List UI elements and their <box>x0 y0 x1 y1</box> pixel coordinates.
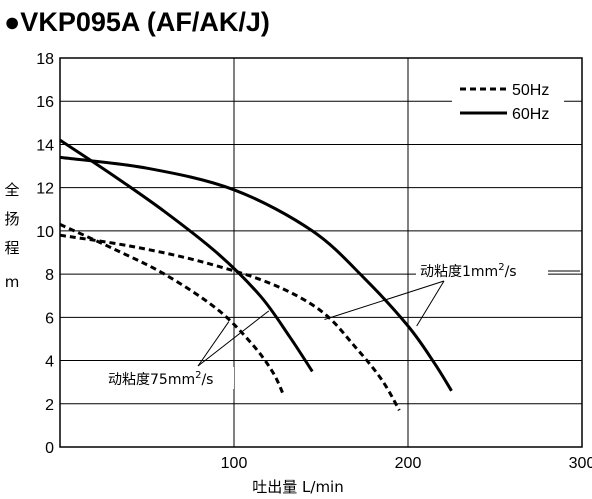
plot-frame <box>59 57 583 448</box>
series-line-60hz-75mm2s <box>59 138 314 373</box>
chart-title: ●VKP095A (AF/AK/J) <box>4 7 270 37</box>
annotation-75-text: 动粘度75mm2/s <box>108 370 213 388</box>
annotation-1-pointers <box>324 280 445 327</box>
grid-lines <box>60 58 582 447</box>
annotation-1-pointer <box>416 280 445 327</box>
series-lines <box>59 138 453 412</box>
y-tick-label: 0 <box>45 440 54 457</box>
legend: 50Hz 60Hz <box>452 74 564 128</box>
y-axis-label-char: 程 <box>4 239 19 257</box>
series-line-50hz-75mm2s <box>59 223 285 394</box>
annotation-75-pointer <box>197 321 230 367</box>
y-tick-label: 14 <box>36 137 54 154</box>
y-tick-label: 6 <box>45 310 54 327</box>
y-tick-label: 18 <box>36 51 54 68</box>
annotation-1-text: 动粘度1mm2/s <box>420 262 517 280</box>
plot-border <box>59 57 583 448</box>
annotation-viscosity-1: 动粘度1mm2/s <box>324 258 580 327</box>
annotation-1-background <box>416 258 548 280</box>
y-axis-label-char: 扬 <box>4 210 19 228</box>
x-tick-labels: 100 200 300 <box>221 455 592 472</box>
legend-label-60hz: 60Hz <box>512 106 549 123</box>
y-tick-label: 16 <box>36 94 54 111</box>
y-tick-label: 10 <box>36 224 54 241</box>
x-tick-label: 300 <box>569 455 592 472</box>
legend-background <box>452 74 564 128</box>
x-tick-label: 100 <box>221 455 248 472</box>
y-tick-label: 4 <box>45 354 54 371</box>
annotation-viscosity-75: 动粘度75mm2/s <box>104 310 270 389</box>
series-line-60hz-1mm2s <box>59 155 453 392</box>
x-tick-label: 200 <box>395 455 422 472</box>
annotation-75-background <box>104 367 234 389</box>
legend-label-50hz: 50Hz <box>512 82 549 99</box>
y-axis-label-char: 全 <box>4 181 19 199</box>
y-tick-label: 2 <box>45 397 54 414</box>
y-tick-label: 8 <box>45 267 54 284</box>
series-line-50hz-1mm2s <box>59 233 401 412</box>
annotation-75-pointer <box>197 310 270 367</box>
y-tick-label: 12 <box>36 181 54 198</box>
y-tick-labels: 0 2 4 6 8 10 12 14 16 18 <box>36 51 54 457</box>
annotation-75-pointers <box>197 310 270 367</box>
x-axis-label: 吐出量 L/min <box>252 478 343 496</box>
annotation-1-pointer <box>324 280 445 320</box>
y-axis-label-char: m <box>5 273 20 291</box>
